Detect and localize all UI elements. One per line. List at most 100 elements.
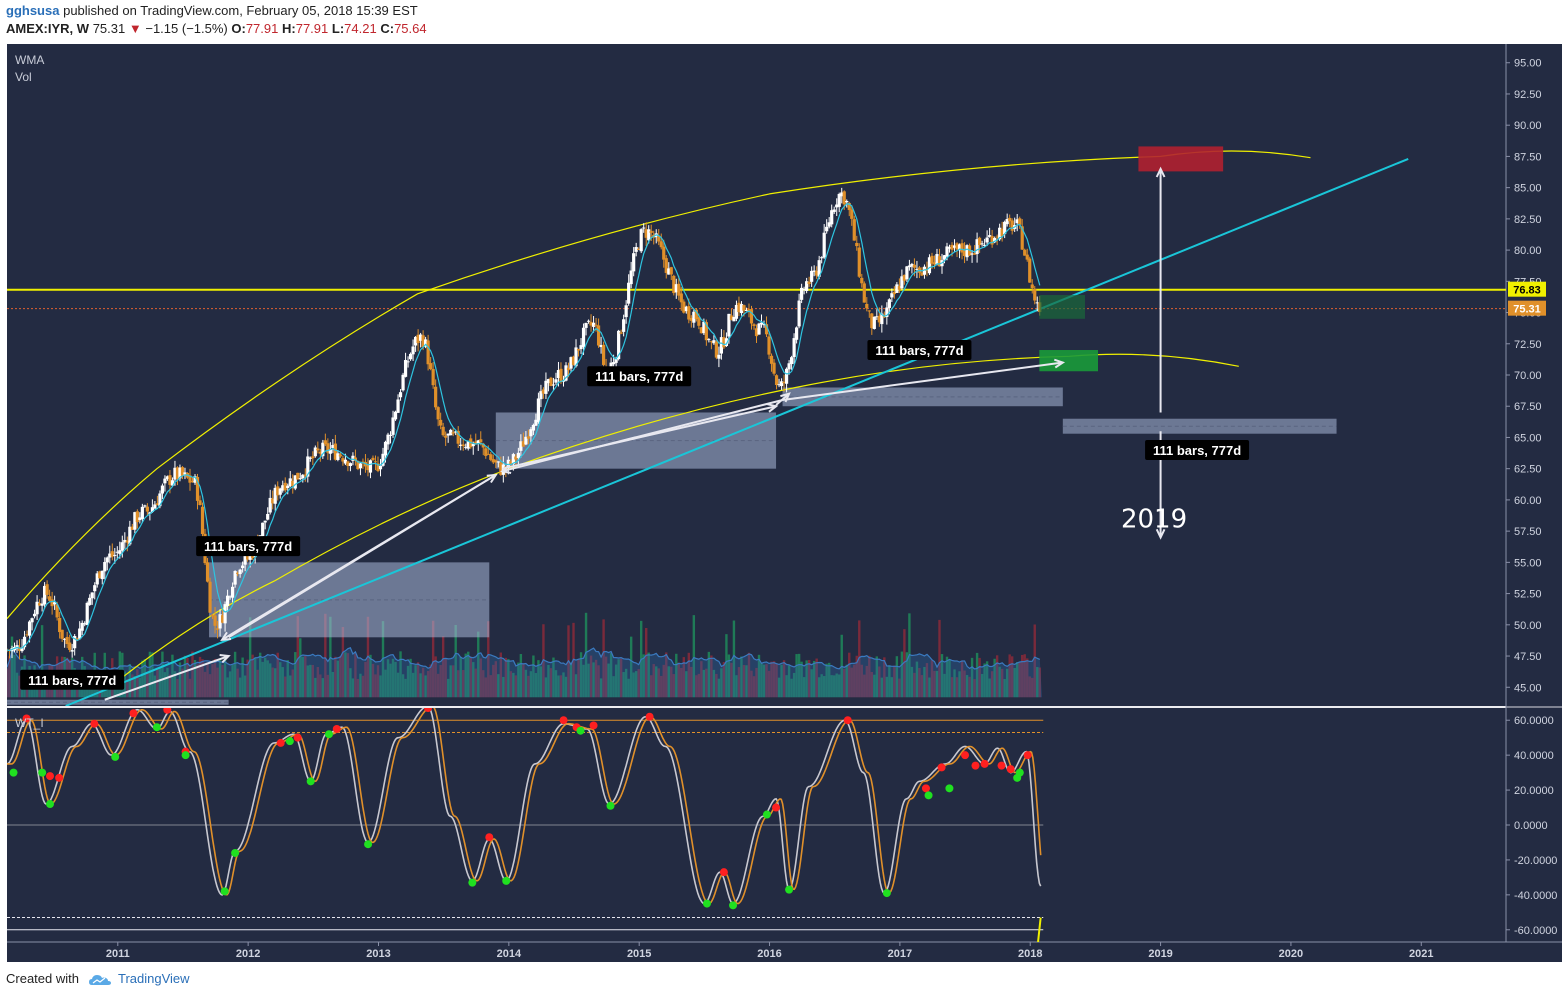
volume-bar bbox=[838, 674, 841, 698]
close-value: 75.64 bbox=[394, 21, 427, 36]
volume-bar bbox=[1033, 624, 1036, 698]
cross-up-dot bbox=[1015, 768, 1024, 777]
volume-bar bbox=[529, 671, 533, 698]
candle-body bbox=[584, 322, 588, 328]
volume-bar bbox=[196, 664, 199, 698]
volume-bar bbox=[457, 670, 460, 698]
volume-bar bbox=[364, 661, 367, 698]
volume-bar bbox=[848, 652, 851, 698]
candle-body bbox=[456, 430, 460, 444]
volume-bar bbox=[675, 653, 678, 698]
volume-ma-area bbox=[7, 647, 1042, 698]
candle-body bbox=[797, 300, 801, 327]
candle-body bbox=[228, 596, 232, 598]
volume-bar bbox=[655, 666, 658, 698]
candle-body bbox=[95, 573, 99, 585]
volume-bar bbox=[755, 667, 758, 698]
candle-body bbox=[429, 363, 433, 370]
volume-bar bbox=[301, 656, 304, 698]
target-box-darkgreen bbox=[1039, 295, 1085, 319]
candle-body bbox=[787, 363, 791, 370]
candle-body bbox=[697, 317, 701, 326]
volume-bar bbox=[915, 661, 919, 698]
candle-body bbox=[93, 585, 97, 592]
candle-body bbox=[499, 462, 503, 475]
candle-body bbox=[471, 443, 475, 447]
volume-bar bbox=[238, 677, 242, 698]
volume-bar bbox=[1008, 654, 1011, 698]
candle-body bbox=[215, 628, 220, 630]
cross-up-dot bbox=[324, 730, 333, 739]
volume-bar bbox=[464, 653, 467, 698]
price-axis-label: 62.50 bbox=[1514, 464, 1542, 476]
candle-body bbox=[855, 242, 859, 247]
osc-axis-label: 40.0000 bbox=[1514, 750, 1554, 762]
volume-bar bbox=[178, 662, 182, 698]
volume-bar bbox=[810, 669, 813, 698]
candle-body bbox=[328, 449, 332, 454]
price-axis-label: 95.00 bbox=[1514, 58, 1542, 70]
candle-body bbox=[484, 448, 488, 456]
volume-bar bbox=[863, 674, 866, 698]
published-text: published on TradingView.com, February 0… bbox=[63, 3, 418, 18]
header-ohlc-line: AMEX:IYR, W 75.31 ▼ −1.15 (−1.5%) O:77.9… bbox=[6, 21, 427, 36]
volume-bar bbox=[702, 669, 706, 698]
candle-body bbox=[378, 465, 383, 470]
candle-body bbox=[73, 636, 77, 649]
candle-body bbox=[657, 235, 661, 242]
candle-body bbox=[872, 316, 876, 329]
volume-bar bbox=[868, 655, 871, 698]
author-name[interactable]: gghsusa bbox=[6, 3, 60, 18]
volume-bar bbox=[492, 664, 495, 698]
volume-bar bbox=[900, 651, 904, 698]
candle-body bbox=[398, 392, 403, 398]
cross-down-dot bbox=[332, 724, 341, 733]
candle-body bbox=[684, 306, 688, 312]
candle-body bbox=[664, 258, 668, 273]
range-arrow bbox=[502, 405, 777, 470]
candle-body bbox=[120, 542, 124, 551]
candle-body bbox=[877, 315, 881, 323]
candle-body bbox=[759, 322, 764, 325]
cyan-trendline bbox=[65, 157, 1409, 706]
candle-body bbox=[729, 315, 734, 320]
candle-body bbox=[817, 260, 821, 277]
candle-body bbox=[50, 599, 54, 607]
candle-body bbox=[737, 302, 741, 313]
candle-body bbox=[764, 324, 769, 335]
cross-down-dot bbox=[485, 833, 494, 842]
cross-up-dot bbox=[945, 784, 954, 793]
candle-body bbox=[208, 581, 212, 613]
volume-bar bbox=[730, 662, 733, 698]
candle-body bbox=[281, 485, 285, 491]
candle-body bbox=[80, 622, 84, 631]
candle-body bbox=[496, 461, 500, 463]
volume-bar bbox=[830, 675, 833, 698]
volume-bar bbox=[660, 675, 663, 698]
candle-body bbox=[218, 614, 222, 629]
candle-body bbox=[323, 440, 327, 445]
candle-body bbox=[993, 238, 997, 243]
price-axis-label: 87.50 bbox=[1514, 151, 1542, 163]
volume-bar bbox=[216, 667, 219, 698]
volume-bar bbox=[795, 654, 798, 698]
candle-body bbox=[947, 247, 952, 249]
volume-bar bbox=[319, 674, 322, 698]
candle-body bbox=[932, 262, 937, 265]
volume-bar bbox=[554, 670, 558, 698]
volume-bar bbox=[777, 677, 781, 698]
volume-bar bbox=[920, 675, 924, 698]
volume-bar bbox=[697, 673, 701, 698]
candle-body bbox=[444, 435, 448, 438]
range-arrow bbox=[782, 361, 1063, 401]
candle-body bbox=[118, 550, 122, 554]
candle-body bbox=[830, 210, 834, 225]
volume-bar bbox=[158, 667, 162, 698]
tradingview-link[interactable]: TradingView bbox=[118, 971, 190, 986]
volume-bar bbox=[497, 674, 500, 698]
volume-bar bbox=[677, 662, 680, 698]
volume-bar bbox=[612, 676, 615, 698]
range-arrow-back-head bbox=[220, 631, 232, 641]
price-axis-label: 92.50 bbox=[1514, 89, 1542, 101]
